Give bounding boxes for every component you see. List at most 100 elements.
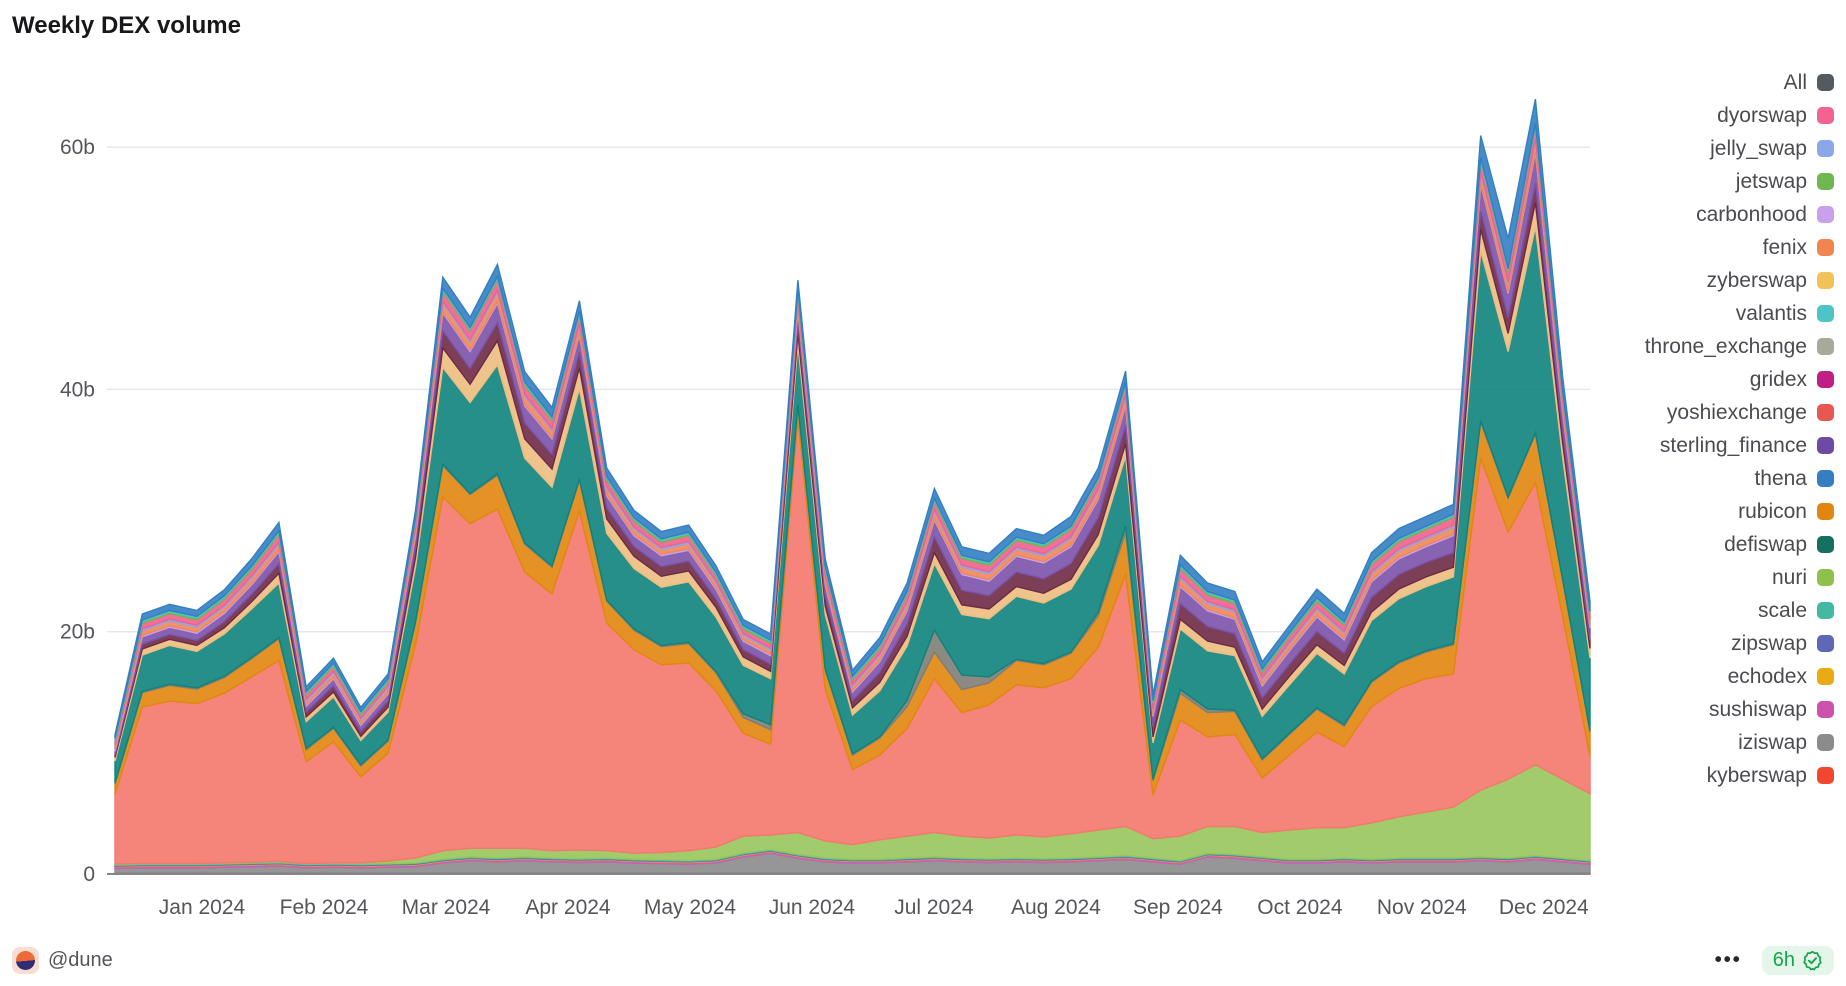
x-tick-label: Jul 2024: [894, 896, 974, 919]
legend-swatch: [1817, 74, 1834, 91]
chart-area[interactable]: 0 20b 40b 60b Jan 2024 Feb 2024 Mar 2024 Apr 20…: [60, 50, 1600, 930]
legend-swatch: [1817, 470, 1834, 487]
author-handle[interactable]: @dune: [48, 948, 113, 971]
legend-item-kyberswap[interactable]: kyberswap: [1707, 759, 1834, 792]
legend-swatch: [1817, 272, 1834, 289]
legend-item-label: fenix: [1762, 236, 1807, 259]
legend-swatch: [1817, 140, 1834, 157]
more-options-button[interactable]: •••: [1711, 948, 1746, 972]
legend-item-label: zyberswap: [1706, 269, 1807, 292]
y-tick-label: 40b: [60, 378, 95, 401]
legend-item-throne-exchange[interactable]: throne_exchange: [1645, 330, 1834, 363]
legend-item-label: sushiswap: [1708, 698, 1807, 721]
y-tick-label: 60b: [60, 136, 95, 159]
legend-item-label: sterling_finance: [1659, 434, 1807, 457]
footer-bar: @dune ••• 6h: [0, 940, 1846, 980]
legend-swatch: [1817, 668, 1834, 685]
legend-item-fenix[interactable]: fenix: [1763, 231, 1834, 264]
legend-item-thena[interactable]: thena: [1754, 462, 1834, 495]
legend-item-label: echodex: [1727, 665, 1807, 688]
legend-item-yoshiexchange[interactable]: yoshiexchange: [1667, 396, 1834, 429]
x-axis-labels: Jan 2024 Feb 2024 Mar 2024 Apr 2024 May 2024…: [159, 896, 1589, 919]
legend-swatch: [1817, 371, 1834, 388]
legend-item-label: zipswap: [1731, 632, 1807, 655]
legend-item-carbonhood[interactable]: carbonhood: [1696, 198, 1834, 231]
last-refresh-badge[interactable]: 6h: [1761, 945, 1834, 975]
legend-swatch: [1817, 239, 1834, 256]
y-tick-label: 20b: [60, 621, 95, 644]
legend-item-gridex[interactable]: gridex: [1750, 363, 1834, 396]
legend-item-nuri[interactable]: nuri: [1772, 561, 1834, 594]
legend-swatch: [1817, 305, 1834, 322]
legend-item-label: yoshiexchange: [1666, 401, 1807, 424]
legend-swatch: [1817, 107, 1834, 124]
legend-item-label: nuri: [1771, 566, 1807, 589]
legend-swatch: [1817, 338, 1834, 355]
legend-item-label: valantis: [1735, 302, 1807, 325]
x-tick-label: Oct 2024: [1257, 896, 1343, 919]
dune-logo-icon: [12, 946, 39, 974]
legend-item-label: carbonhood: [1696, 203, 1807, 226]
legend-swatch: [1817, 536, 1834, 553]
legend-item-label: All: [1783, 71, 1807, 94]
page-title: Weekly DEX volume: [12, 12, 241, 39]
legend-item-sterling-finance[interactable]: sterling_finance: [1660, 429, 1834, 462]
y-tick-label: 0: [83, 863, 95, 886]
x-tick-label: Dec 2024: [1499, 896, 1589, 919]
legend-item-zipswap[interactable]: zipswap: [1731, 627, 1834, 660]
legend-item-label: defiswap: [1724, 533, 1807, 556]
grid-lines: [107, 146, 1590, 633]
footer-actions: ••• 6h: [1711, 945, 1834, 975]
legend-item-label: iziswap: [1738, 731, 1807, 754]
legend-item-dyorswap[interactable]: dyorswap: [1717, 99, 1834, 132]
author-attribution[interactable]: @dune: [12, 946, 113, 974]
legend-item-defiswap[interactable]: defiswap: [1724, 528, 1834, 561]
legend-item-label: kyberswap: [1706, 764, 1807, 787]
legend-item-label: scale: [1757, 599, 1807, 622]
legend-swatch: [1817, 602, 1834, 619]
legend-swatch: [1817, 635, 1834, 652]
stacked-areas[interactable]: [114, 98, 1591, 875]
legend-item-all[interactable]: All: [1784, 66, 1834, 99]
legend-swatch: [1817, 404, 1834, 421]
legend-item-jelly-swap[interactable]: jelly_swap: [1710, 132, 1834, 165]
legend-item-jetswap[interactable]: jetswap: [1736, 165, 1834, 198]
legend-item-scale[interactable]: scale: [1758, 594, 1834, 627]
x-tick-label: Mar 2024: [402, 896, 491, 919]
legend-item-label: dyorswap: [1717, 104, 1807, 127]
legend-item-label: throne_exchange: [1644, 335, 1807, 358]
legend-swatch: [1817, 701, 1834, 718]
verified-check-icon: [1803, 950, 1822, 970]
legend-swatch: [1817, 569, 1834, 586]
legend-swatch: [1817, 503, 1834, 520]
legend-item-label: jetswap: [1735, 170, 1807, 193]
x-tick-label: Nov 2024: [1377, 896, 1467, 919]
x-tick-label: Apr 2024: [525, 896, 611, 919]
legend-swatch: [1817, 206, 1834, 223]
x-tick-label: Jun 2024: [769, 896, 856, 919]
legend-item-label: rubicon: [1738, 500, 1807, 523]
legend-item-iziswap[interactable]: iziswap: [1738, 726, 1834, 759]
legend-item-rubicon[interactable]: rubicon: [1738, 495, 1834, 528]
dune-logo-circle: [16, 950, 35, 970]
legend-item-sushiswap[interactable]: sushiswap: [1709, 693, 1834, 726]
x-tick-label: Jan 2024: [159, 896, 246, 919]
dex-volume-stacked-area-chart[interactable]: 0 20b 40b 60b Jan 2024 Feb 2024 Mar 2024 Apr 20…: [60, 50, 1600, 930]
legend-item-label: thena: [1754, 467, 1807, 490]
legend-item-zyberswap[interactable]: zyberswap: [1707, 264, 1834, 297]
legend-item-label: gridex: [1749, 368, 1807, 391]
refresh-age-label: 6h: [1772, 949, 1795, 971]
legend-swatch: [1817, 437, 1834, 454]
legend-swatch: [1817, 173, 1834, 190]
legend-item-label: jelly_swap: [1710, 137, 1807, 160]
legend-item-valantis[interactable]: valantis: [1736, 297, 1834, 330]
x-tick-label: May 2024: [644, 896, 737, 919]
x-tick-label: Feb 2024: [280, 896, 369, 919]
legend-item-echodex[interactable]: echodex: [1728, 660, 1834, 693]
area-thena[interactable]: [114, 98, 1591, 739]
x-tick-label: Aug 2024: [1011, 896, 1101, 919]
x-tick-label: Sep 2024: [1133, 896, 1223, 919]
y-axis-labels: 0 20b 40b 60b: [60, 136, 95, 886]
